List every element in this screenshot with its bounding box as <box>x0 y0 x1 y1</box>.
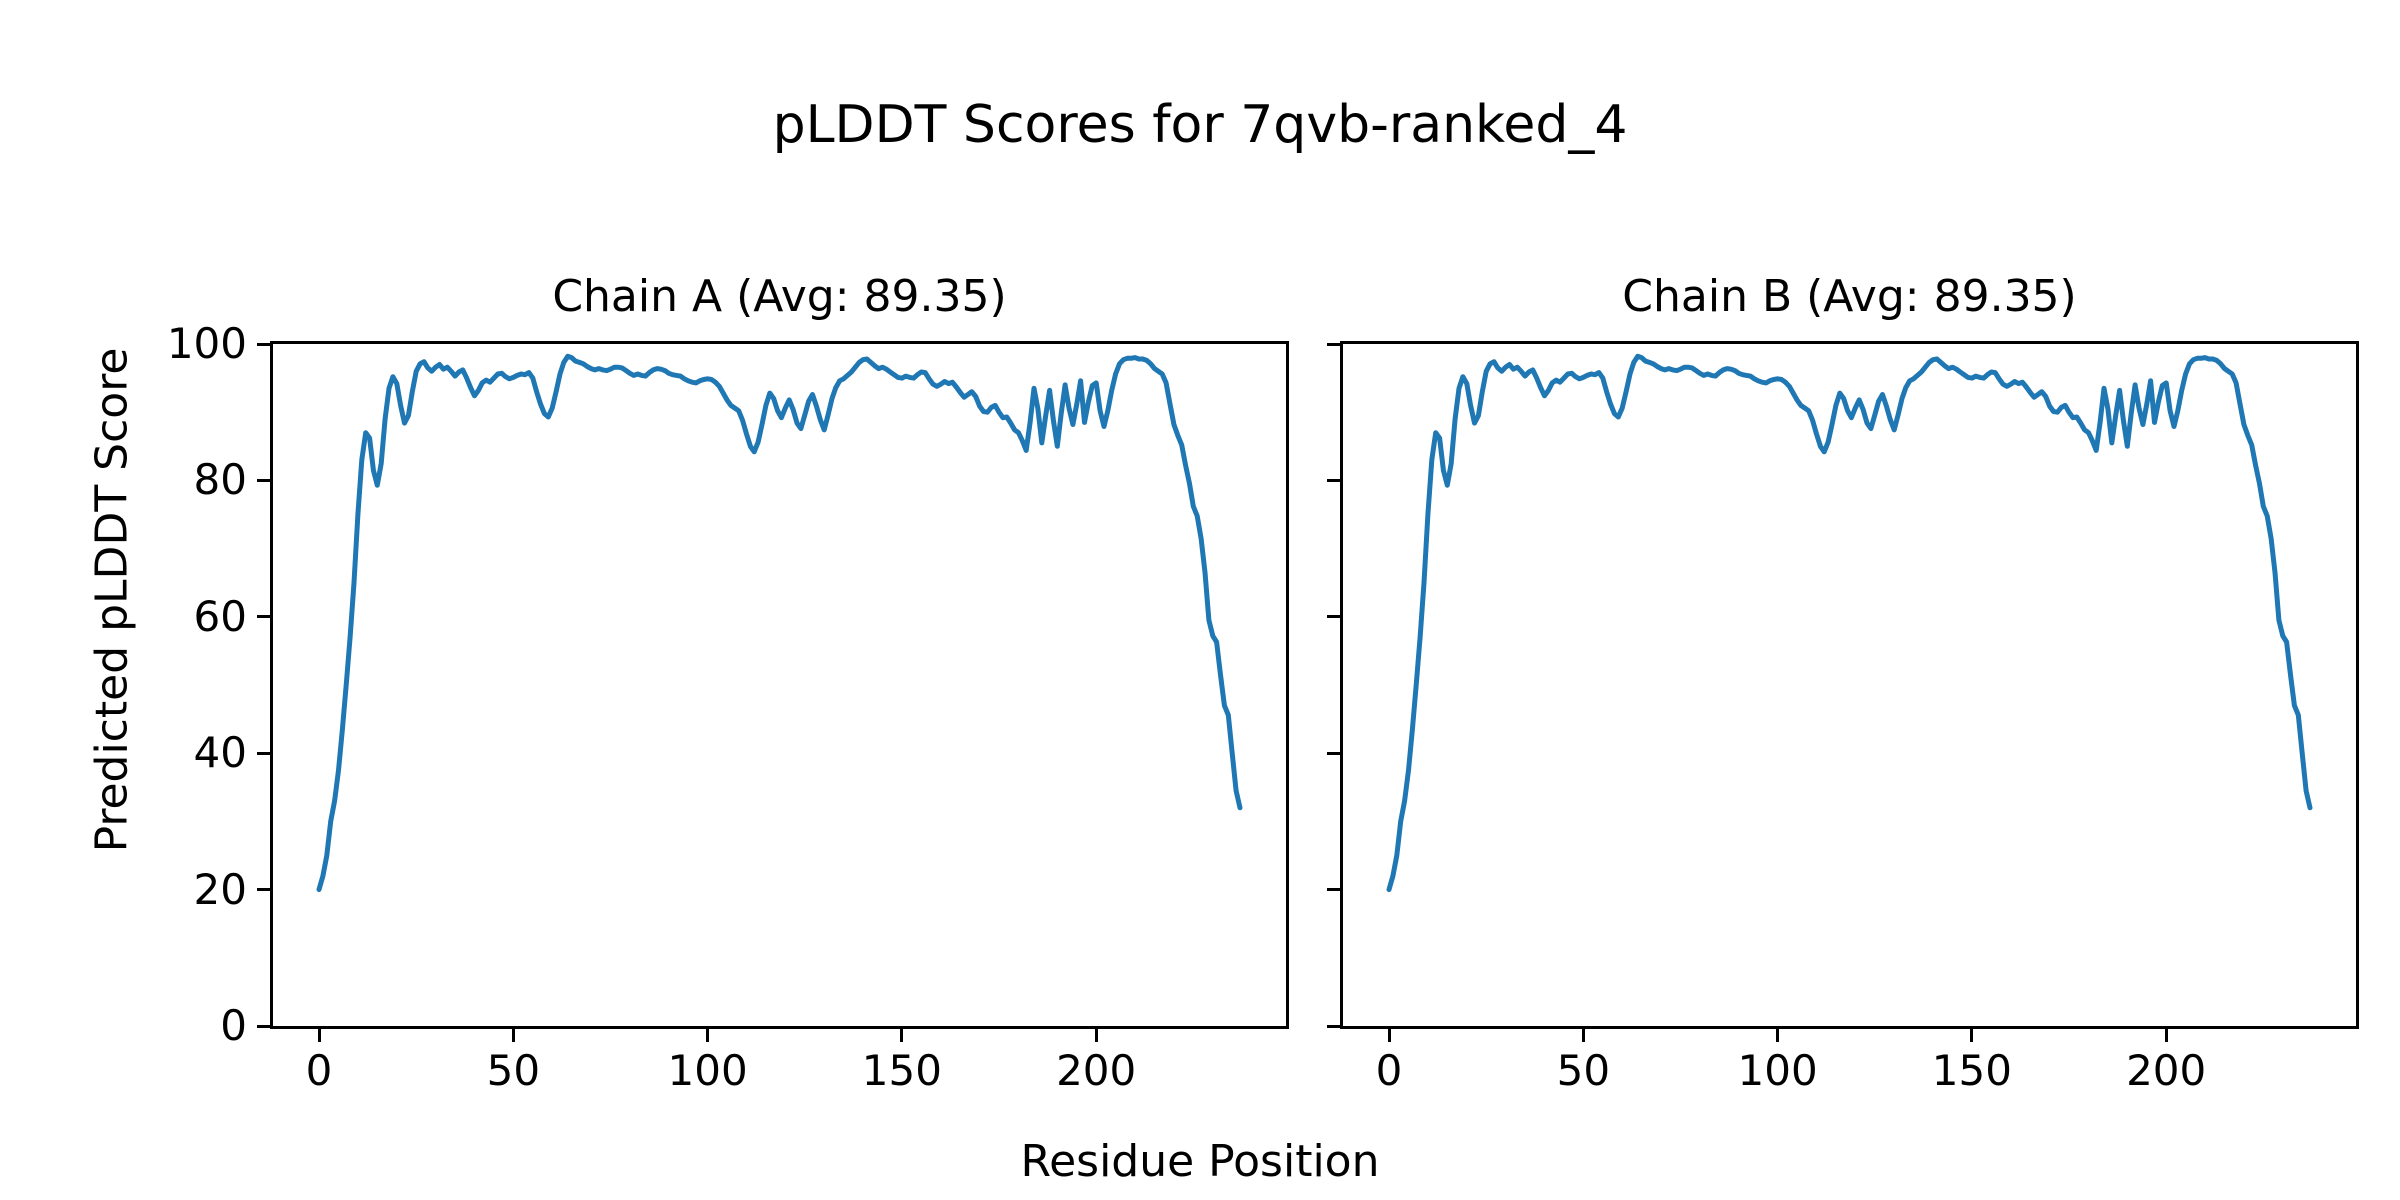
plddt-line <box>316 353 1243 893</box>
x-tick-label: 0 <box>305 1046 333 1095</box>
y-tick-mark <box>1327 342 1340 346</box>
y-tick-label: 40 <box>193 728 247 778</box>
chain-b-plot-title: Chain B (Avg: 89.35) <box>1622 271 2077 323</box>
x-tick-label: 100 <box>1737 1046 1818 1095</box>
x-tick-mark <box>511 1029 515 1042</box>
y-tick-mark <box>1327 751 1340 755</box>
chain-a-line-chart <box>316 353 1243 893</box>
x-tick-label: 150 <box>1931 1046 2012 1095</box>
x-tick-mark <box>1776 1029 1780 1042</box>
y-tick-mark <box>1327 615 1340 619</box>
y-axis-label: Predicted pLDDT Score <box>86 347 138 853</box>
x-tick-mark <box>1581 1029 1585 1042</box>
y-tick-mark <box>257 342 270 346</box>
y-tick-label: 100 <box>166 318 247 368</box>
x-tick-mark <box>1094 1029 1098 1042</box>
figure-title: pLDDT Scores for 7qvb-ranked_4 <box>772 95 1628 155</box>
x-tick-label: 50 <box>486 1046 541 1095</box>
y-tick-mark <box>257 615 270 619</box>
x-tick-label: 200 <box>1056 1046 1137 1095</box>
x-axis-label: Residue Position <box>1020 1136 1380 1187</box>
y-tick-mark <box>257 751 270 755</box>
x-tick-label: 100 <box>667 1046 748 1095</box>
y-tick-mark <box>1327 478 1340 482</box>
x-tick-label: 50 <box>1556 1046 1611 1095</box>
x-tick-label: 200 <box>2126 1046 2207 1095</box>
y-tick-mark <box>257 478 270 482</box>
y-tick-label: 60 <box>193 591 247 641</box>
y-tick-mark <box>1327 1024 1340 1028</box>
y-tick-label: 80 <box>193 455 247 505</box>
x-tick-label: 150 <box>861 1046 942 1095</box>
x-tick-mark <box>706 1029 710 1042</box>
y-tick-label: 20 <box>193 864 247 914</box>
x-tick-mark <box>2164 1029 2168 1042</box>
x-tick-mark <box>317 1029 321 1042</box>
x-tick-mark <box>1387 1029 1391 1042</box>
y-tick-mark <box>257 888 270 892</box>
x-tick-label: 0 <box>1375 1046 1403 1095</box>
chain-b-plot: Chain B (Avg: 89.35) 0 50 100 150 200 <box>1327 271 2359 1094</box>
chain-b-line-chart <box>1386 353 2313 893</box>
plddt-line <box>1386 353 2313 893</box>
x-tick-mark <box>1970 1029 1974 1042</box>
chain-a-plot: Chain A (Avg: 89.35) 0 50 100 150 200 0 20 40 60… <box>167 271 1289 1094</box>
x-tick-mark <box>900 1029 904 1042</box>
y-tick-mark <box>1327 888 1340 892</box>
chain-a-plot-title: Chain A (Avg: 89.35) <box>552 271 1007 323</box>
y-tick-mark <box>257 1024 270 1028</box>
y-tick-label: 0 <box>220 1000 247 1050</box>
